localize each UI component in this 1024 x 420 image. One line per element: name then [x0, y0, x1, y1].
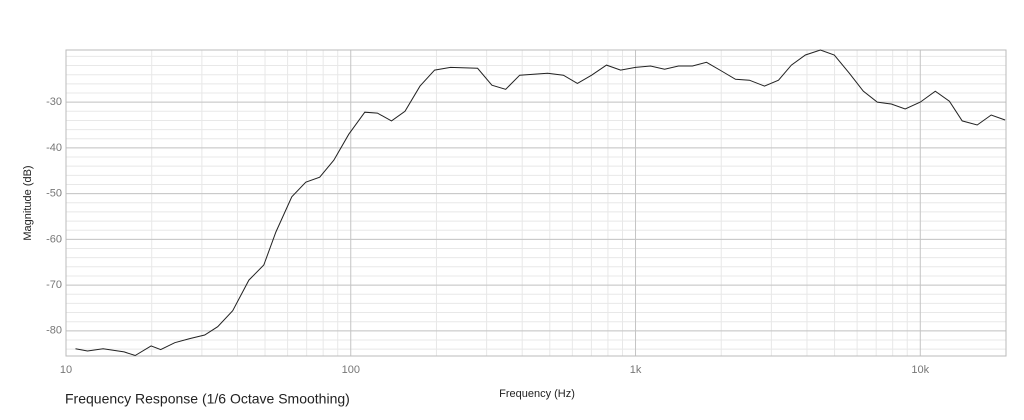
chart-title: Frequency Response (1/6 Octave Smoothing… [65, 391, 350, 407]
x-tick-label: 1k [630, 364, 642, 376]
response-line [75, 49, 1006, 357]
x-tick-label: 100 [342, 364, 360, 376]
y-tick-label: -80 [46, 325, 62, 337]
y-tick-label: -40 [46, 142, 62, 154]
grid [65, 50, 1006, 356]
x-tick-label: 10 [60, 364, 72, 376]
x-tick-label: 10k [911, 364, 929, 376]
y-tick-label: -50 [46, 188, 62, 200]
y-tick-label: -30 [46, 96, 62, 108]
y-axis-label: Magnitude (dB) [22, 165, 34, 240]
x-axis-label: Frequency (Hz) [499, 388, 575, 400]
y-tick-label: -60 [46, 233, 62, 245]
y-tick-label: -70 [46, 279, 62, 291]
plot-frame [65, 49, 1007, 357]
